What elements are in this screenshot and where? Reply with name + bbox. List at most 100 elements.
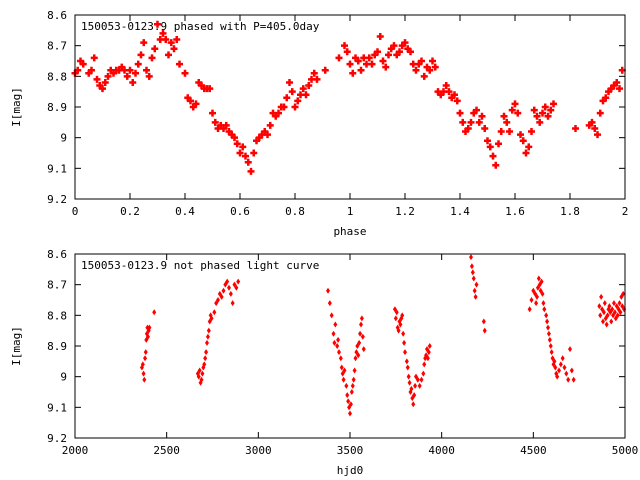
unphased-data-point bbox=[337, 349, 341, 356]
unphased-data-point bbox=[409, 385, 414, 392]
phased-data-point bbox=[275, 109, 282, 117]
phased-data-point bbox=[390, 42, 398, 50]
unphased-data-point bbox=[393, 315, 398, 322]
phased-data-point bbox=[236, 149, 244, 157]
unphased-data-point bbox=[546, 324, 550, 331]
phased-data-point bbox=[420, 72, 428, 80]
unphased-data-point bbox=[534, 300, 539, 307]
phased-data-point bbox=[539, 109, 546, 117]
unphased-data-point bbox=[404, 358, 409, 365]
phased-data-point bbox=[412, 66, 420, 74]
unphased-data-point bbox=[403, 349, 407, 356]
unphased-data-point bbox=[562, 364, 567, 371]
unphased-data-point bbox=[221, 287, 226, 294]
phased-data-point bbox=[247, 167, 255, 175]
unphased-data-point bbox=[539, 278, 544, 285]
unphased-y-axis-label: I[mag] bbox=[10, 326, 23, 366]
phased-data-point bbox=[596, 109, 604, 117]
unphased-data-point bbox=[342, 367, 347, 374]
unphased-data-point bbox=[400, 312, 405, 319]
phased-data-point bbox=[154, 20, 161, 28]
phased-data-point bbox=[239, 143, 247, 151]
phased-data-point bbox=[211, 118, 219, 126]
unphased-data-point bbox=[426, 349, 431, 356]
unphased-data-point bbox=[407, 379, 412, 386]
unphased-data-point bbox=[566, 376, 571, 383]
unphased-data-point bbox=[344, 382, 349, 389]
unphased-data-point bbox=[348, 401, 353, 408]
phased-data-point bbox=[162, 36, 170, 44]
phased-data-point bbox=[528, 128, 535, 136]
unphased-light-curve-panel: 2000 2500 3000 3500 4000 4500 5000 8.6 8.7 8.8 8.9… bbox=[10, 248, 638, 477]
phased-data-point bbox=[464, 124, 472, 132]
phased-data-point bbox=[467, 118, 475, 126]
phased-data-point bbox=[426, 66, 434, 74]
unphased-data-point bbox=[406, 373, 411, 380]
unphased-data-point bbox=[541, 300, 546, 307]
phased-data-point bbox=[140, 39, 148, 47]
unphased-data-point bbox=[143, 349, 148, 356]
phased-data-point bbox=[511, 100, 519, 108]
unphased-data-point bbox=[227, 284, 231, 291]
phased-data-point bbox=[134, 60, 142, 68]
unphased-y-tick-label: 9 bbox=[60, 371, 67, 384]
unphased-data-point bbox=[199, 376, 204, 383]
unphased-data-point bbox=[202, 361, 207, 368]
phased-data-point bbox=[129, 78, 137, 86]
phased-data-point bbox=[280, 103, 288, 111]
unphased-data-points bbox=[139, 254, 627, 417]
phased-data-point bbox=[294, 97, 302, 105]
phased-y-tick-label: 8.8 bbox=[47, 70, 67, 83]
phased-data-points bbox=[71, 20, 626, 175]
unphased-data-point bbox=[348, 410, 352, 417]
phased-x-tick-label: 1.2 bbox=[395, 205, 415, 218]
phased-y-tick-label: 9.2 bbox=[47, 193, 67, 206]
unphased-data-point bbox=[568, 346, 572, 353]
phased-data-point bbox=[533, 112, 541, 120]
phased-data-point bbox=[264, 131, 271, 139]
unphased-data-point bbox=[425, 355, 430, 362]
phased-data-point bbox=[148, 54, 156, 62]
phased-data-point bbox=[99, 85, 106, 93]
phased-x-tick-label: 0.2 bbox=[120, 205, 140, 218]
unphased-data-point bbox=[597, 303, 602, 310]
unphased-data-point bbox=[472, 287, 477, 294]
unphased-x-tick-label: 4000 bbox=[428, 444, 455, 457]
phased-data-point bbox=[104, 72, 112, 80]
phased-data-point bbox=[123, 72, 131, 80]
unphased-data-point bbox=[339, 364, 344, 371]
phased-data-point bbox=[503, 118, 511, 126]
unphased-data-point bbox=[612, 300, 616, 307]
phased-data-point bbox=[481, 124, 489, 132]
unphased-data-point bbox=[473, 293, 478, 300]
unphased-data-point bbox=[341, 376, 346, 383]
phased-data-point bbox=[181, 69, 189, 77]
unphased-data-point bbox=[417, 382, 422, 389]
unphased-data-point bbox=[234, 284, 239, 291]
unphased-data-point bbox=[607, 303, 612, 310]
unphased-data-point bbox=[535, 293, 539, 300]
phased-data-point bbox=[187, 97, 194, 105]
unphased-data-point bbox=[411, 401, 416, 408]
unphased-data-point bbox=[564, 370, 569, 377]
phased-data-point bbox=[137, 51, 145, 59]
phased-x-tick-label: 0 bbox=[72, 205, 79, 218]
phased-data-point bbox=[456, 109, 464, 117]
phased-y-axis-label: I[mag] bbox=[10, 87, 23, 127]
unphased-data-point bbox=[544, 312, 549, 319]
phased-x-tick-label: 0.4 bbox=[175, 205, 195, 218]
phased-data-point bbox=[244, 158, 252, 166]
unphased-data-point bbox=[141, 370, 146, 377]
phased-data-point bbox=[374, 48, 381, 56]
unphased-x-tick-label: 4500 bbox=[520, 444, 547, 457]
unphased-data-point bbox=[412, 392, 417, 399]
unphased-data-point bbox=[236, 278, 241, 285]
phased-data-point bbox=[497, 128, 505, 136]
unphased-data-point bbox=[415, 376, 420, 383]
unphased-data-point bbox=[361, 346, 366, 353]
unphased-data-point bbox=[345, 392, 350, 399]
phased-data-point bbox=[310, 69, 318, 77]
unphased-data-point bbox=[421, 370, 426, 377]
